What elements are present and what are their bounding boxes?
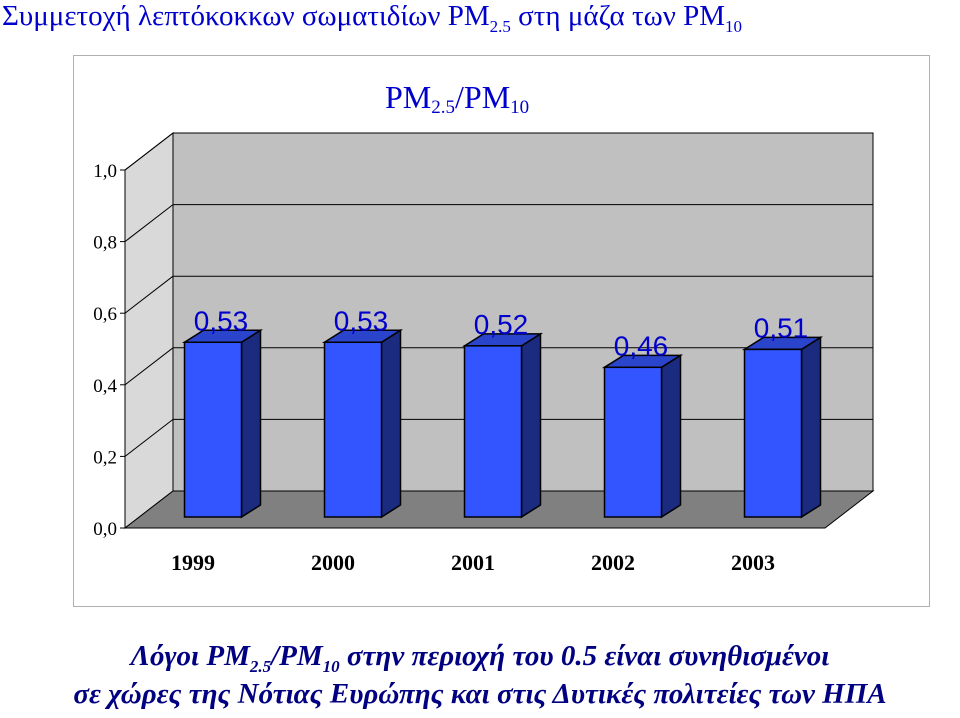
bar [463,345,523,518]
caption-text-b: /PM [271,640,323,672]
x-tick-label: 2000 [311,550,355,575]
y-tick-label: 0,2 [93,447,117,468]
y-tick-label: 0,4 [93,376,117,397]
bar-value-label: 0,53 [334,305,389,336]
y-tick-label: 0,0 [93,519,117,540]
gridline-side [124,275,174,314]
caption-text-c: στην περιοχή του 0.5 είναι συνηθισμένοι [339,640,830,672]
caption-subscript-pm10: 10 [322,656,340,676]
y-tick-label: 0,6 [93,304,117,325]
x-tick-label: 1999 [171,550,215,575]
bar-side [660,353,682,519]
bar-value-label: 0,52 [474,309,529,340]
y-tick-label: 1,0 [93,161,117,182]
x-tick-label: 2002 [591,550,635,575]
gridline-side [124,419,174,457]
gridline-side [124,347,174,386]
heading-subscript-pm10: 10 [725,16,743,36]
heading-subscript-pm25: 2.5 [489,16,511,36]
gridline-side [124,132,174,171]
bar [743,348,803,518]
bar-side [380,328,402,519]
bar-value-label: 0,46 [614,330,669,361]
caption-text-a: Λόγοι PM [130,640,250,672]
bar-side [800,336,822,519]
x-tick-label: 2003 [731,550,775,575]
caption-line-1: Λόγοι PM2.5/PM10 στην περιοχή του 0.5 εί… [0,640,960,677]
caption-line-2: σε χώρες της Νότιας Ευρώπης και στις Δυτ… [73,678,887,710]
bar [603,366,663,518]
x-tick-label: 2001 [451,550,495,575]
bar [323,341,383,518]
bar-value-label: 0,53 [194,305,249,336]
bar [183,341,243,518]
chart-side-wall [124,131,174,530]
y-tick-label: 0,8 [93,233,117,254]
bar-value-label: 0,51 [754,312,809,343]
gridline-side [124,204,174,242]
chart-title: PM2.5/PM10 [385,79,529,118]
caption-subscript-pm25: 2.5 [249,656,272,676]
bar-side [520,332,542,519]
heading-text-mid: στη μάζα των PM [510,0,726,32]
heading-text-main: Συμμετοχή λεπτόκοκκων σωματιδίων PM [2,0,490,32]
chart-frame [73,55,930,607]
bar-side [240,328,262,519]
page-heading: Συμμετοχή λεπτόκοκκων σωματιδίων PM2.5 σ… [2,0,742,37]
